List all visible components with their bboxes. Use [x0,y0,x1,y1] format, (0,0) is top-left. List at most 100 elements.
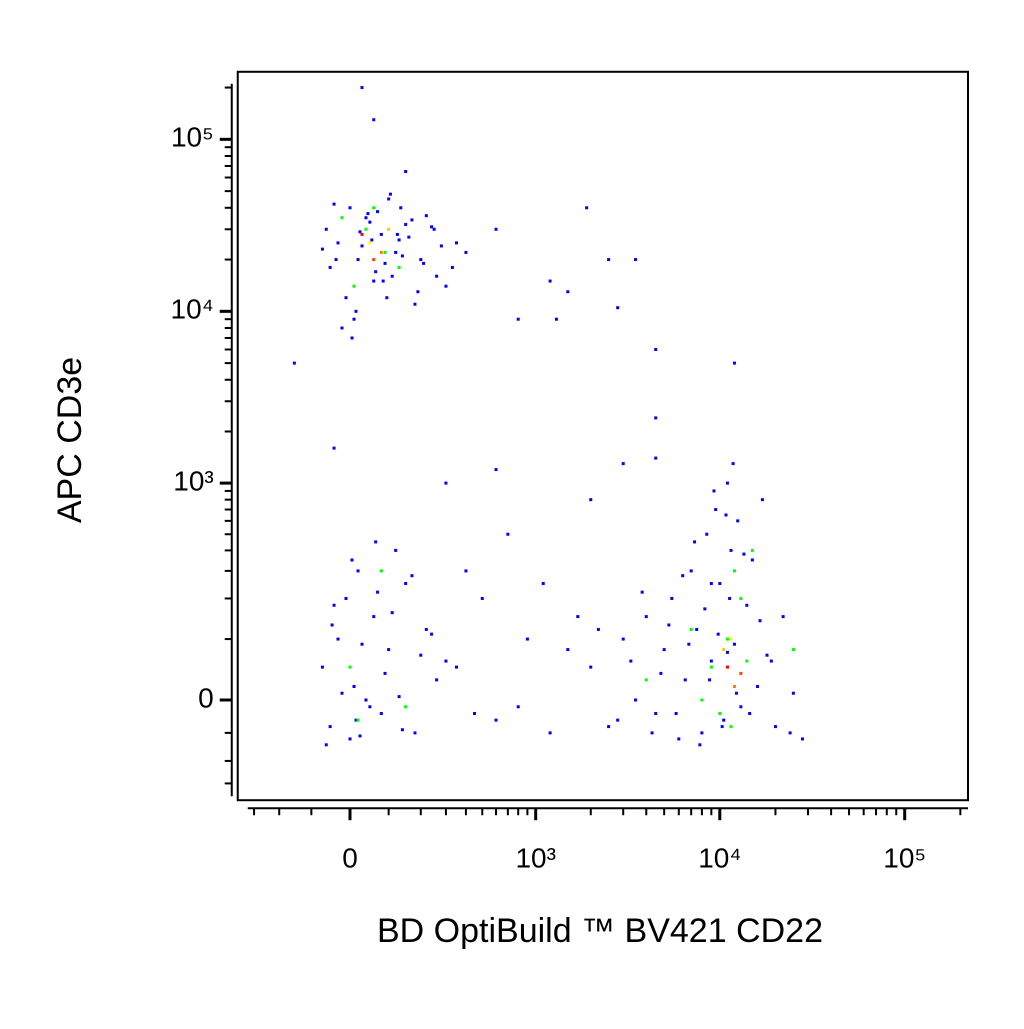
dot [681,574,685,578]
dot [344,596,348,600]
dot [344,296,348,300]
dot [689,627,693,631]
dot [424,627,428,631]
dot [677,737,681,741]
dot [385,296,389,300]
y-tick-label: 10⁵ [171,122,214,153]
dot [494,468,498,472]
dot [589,498,593,502]
dot [748,712,752,716]
dot [698,743,702,747]
dot [714,508,718,512]
dot [348,206,352,210]
dot [729,637,733,641]
dot [328,265,332,269]
dot [374,540,378,544]
dot [444,659,448,663]
dot [731,462,735,466]
dot [736,519,740,523]
dot [394,548,398,552]
dot [758,619,762,623]
dot [419,258,423,262]
dot [548,731,552,735]
dot [516,705,520,709]
dot [703,607,707,611]
dot [732,684,736,688]
dot [732,569,736,573]
dot [383,250,387,254]
dot [732,642,736,646]
dot [348,737,352,741]
dot [422,261,426,265]
dot [644,678,648,682]
dot [621,462,625,466]
dot [379,250,383,254]
dot [404,582,408,586]
dot [413,731,417,735]
dot [716,632,720,636]
dot [516,317,520,321]
dot [788,731,792,735]
y-axis-label: APC CD3e [51,357,89,523]
dot [387,197,391,201]
dot [709,665,713,669]
dot [687,642,691,646]
dot [340,326,344,330]
dot [745,603,749,607]
dot [379,712,383,716]
dot [566,290,570,294]
dot [332,202,336,206]
dot [387,227,391,231]
dot [399,206,403,210]
dot [354,718,358,722]
dot [400,254,404,258]
dot [765,653,769,657]
dot [435,678,439,682]
dot [332,446,336,450]
dot [725,650,729,654]
dot [410,574,414,578]
dot [722,718,726,722]
dot [629,659,633,663]
dot [670,596,674,600]
dot [739,705,743,709]
dot [728,596,732,600]
dot [640,590,644,594]
dot [354,309,358,313]
dot [424,214,428,218]
dot [387,648,391,652]
dot [383,671,387,675]
dot [360,232,364,236]
dot [689,569,693,573]
dot [397,238,401,242]
dot [454,665,458,669]
dot [554,317,558,321]
dot [368,220,372,224]
dot [576,615,580,619]
dot [395,232,399,236]
dot [674,712,678,716]
dot [368,241,372,245]
dot [374,270,378,274]
dot [324,743,328,747]
dot [616,306,620,310]
y-tick-label: 10³ [173,466,213,497]
dot [444,481,448,485]
y-tick-label: 10⁴ [171,294,214,325]
dot [340,691,344,695]
dot [683,678,687,682]
dot [397,265,401,269]
dot [320,665,324,669]
dot [366,212,370,216]
dot [644,615,648,619]
dot [334,258,338,262]
dot [372,258,376,262]
dot [336,241,340,245]
dot [745,659,749,663]
dot [709,582,713,586]
dot [695,627,699,631]
dot [348,665,352,669]
dot [370,238,374,242]
dot [330,623,334,627]
